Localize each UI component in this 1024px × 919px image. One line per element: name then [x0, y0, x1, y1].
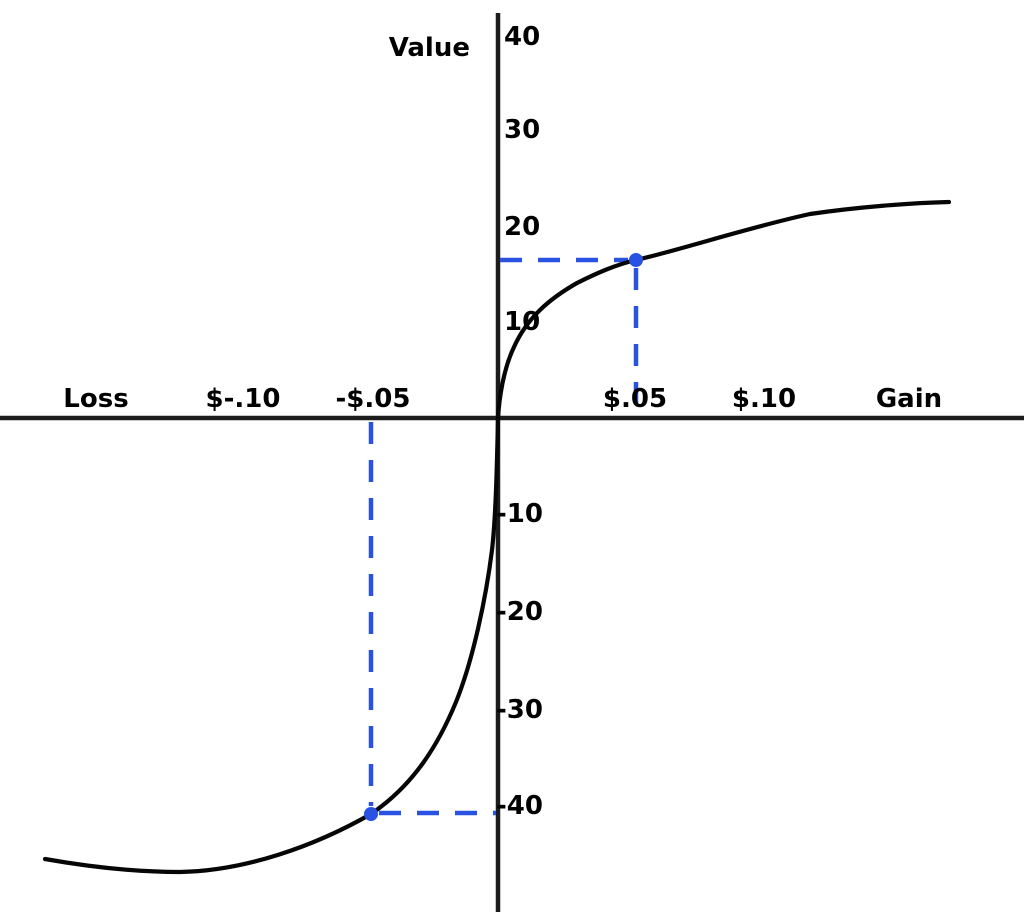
- x-tick-neg05cents: -$.05: [336, 384, 411, 414]
- y-tick-neg10: -10: [496, 499, 543, 529]
- y-tick-neg20: -20: [496, 597, 543, 627]
- x-tick-neg10cents: $-.10: [206, 384, 281, 414]
- x-tick-pos10cents: $.10: [732, 384, 796, 414]
- gain-data-point: [629, 253, 643, 267]
- x-axis-gain-label: Gain: [876, 384, 942, 414]
- y-tick-10: 10: [504, 307, 540, 337]
- y-tick-neg30: -30: [496, 695, 543, 725]
- y-tick-20: 20: [504, 212, 540, 242]
- y-tick-40: 40: [504, 22, 540, 52]
- y-tick-30: 30: [504, 115, 540, 145]
- x-axis-loss-label: Loss: [63, 384, 128, 414]
- loss-data-point: [364, 807, 378, 821]
- y-tick-neg40: -40: [496, 791, 543, 821]
- y-axis-title: Value: [389, 33, 470, 63]
- value-function-curve: [42, 199, 952, 875]
- x-tick-pos05cents: $.05: [603, 384, 667, 414]
